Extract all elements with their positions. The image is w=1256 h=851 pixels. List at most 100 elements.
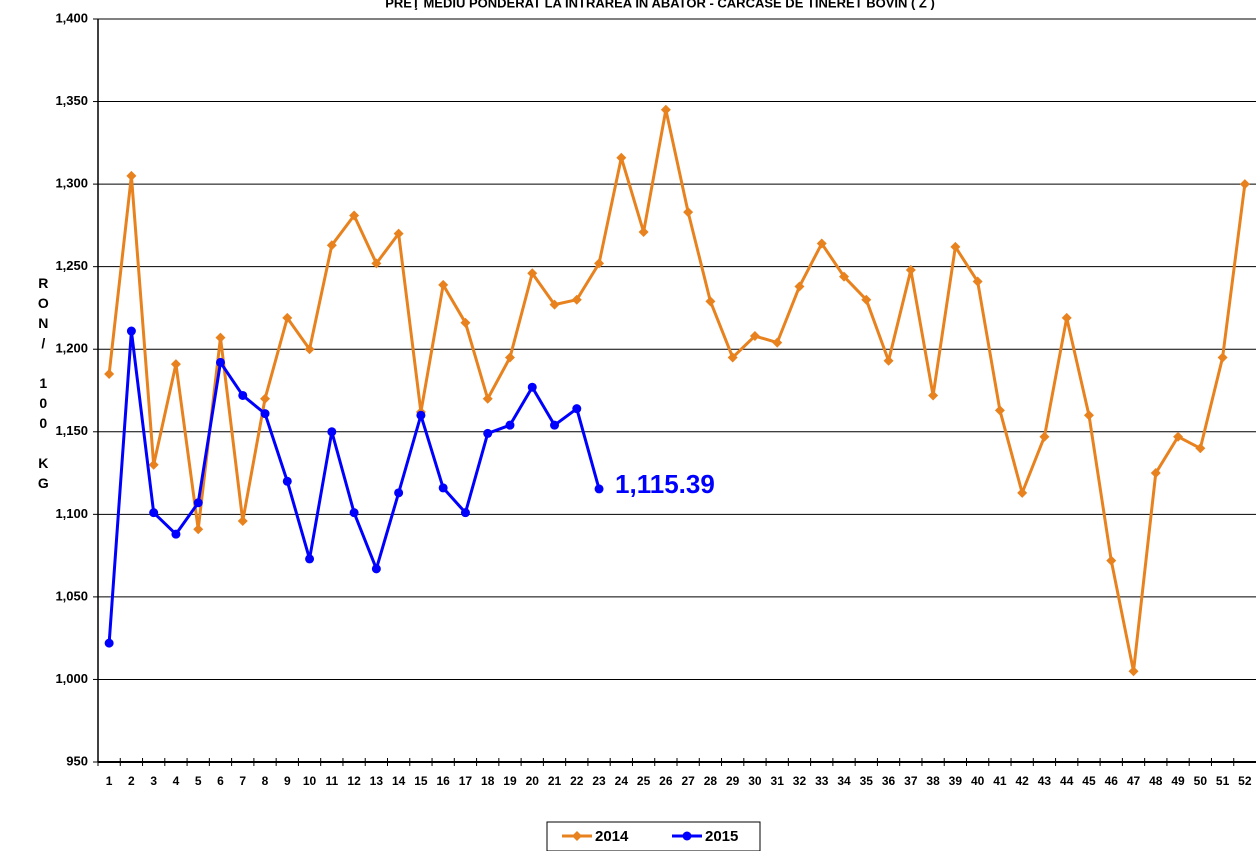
data-point [148,459,159,470]
legend-label: 2015 [705,828,738,845]
x-tick-label: 21 [548,774,562,788]
data-point [772,337,783,348]
data-point [527,268,538,279]
data-point [215,332,226,343]
x-tick-label: 40 [971,774,985,788]
data-point [149,508,159,518]
data-point [1128,666,1139,677]
x-tick-label: 14 [392,774,406,788]
x-tick-label: 22 [570,774,584,788]
x-tick-label: 3 [150,774,157,788]
data-point [928,390,939,401]
x-tick-label: 9 [284,774,291,788]
legend-marker [682,831,692,841]
legend-label: 2014 [595,828,629,845]
x-tick-label: 12 [347,774,361,788]
data-point [371,258,382,269]
y-tick-label: 1,000 [55,671,88,686]
data-point [260,409,270,419]
data-point [237,515,248,526]
data-point [594,484,604,494]
data-point [1150,468,1161,479]
data-point [238,390,248,400]
x-tick-label: 24 [615,774,629,788]
data-point [326,240,337,251]
data-point [394,488,404,498]
x-tick-label: 34 [837,774,851,788]
data-point [749,331,760,342]
x-tick-label: 32 [793,774,807,788]
data-point [193,498,203,508]
x-tick-label: 48 [1149,774,1163,788]
x-tick-label: 26 [659,774,673,788]
data-point [794,281,805,292]
data-point [460,317,471,328]
x-tick-label: 4 [173,774,180,788]
data-point [215,357,225,367]
x-tick-label: 31 [771,774,785,788]
data-point [1039,431,1050,442]
x-tick-label: 18 [481,774,495,788]
x-tick-label: 37 [904,774,918,788]
x-tick-label: 43 [1038,774,1052,788]
x-tick-label: 42 [1015,774,1029,788]
x-tick-label: 28 [704,774,718,788]
x-tick-label: 23 [592,774,606,788]
data-point [1106,555,1117,566]
y-tick-label: 1,150 [55,423,88,438]
x-tick-label: 16 [436,774,450,788]
x-tick-label: 36 [882,774,896,788]
data-point [839,271,850,282]
y-tick-label: 1,400 [55,10,88,25]
value-label: 1,115.39 [615,469,715,499]
data-point [371,564,381,574]
data-point [460,508,470,518]
y-tick-label: 1,350 [55,93,88,108]
data-point [638,226,649,237]
data-point [972,276,983,287]
legend-marker [572,831,582,841]
data-point [349,210,360,221]
x-tick-label: 35 [860,774,874,788]
data-point [104,368,115,379]
data-point [883,355,894,366]
chart-title: PREŢ MEDIU PONDERAT LA INTRAREA ÎN ABATO… [385,0,935,10]
x-tick-label: 51 [1216,774,1230,788]
y-axis-label: RON/ 100 KG [35,275,51,495]
data-point [504,352,515,363]
data-point [126,326,136,336]
data-point [505,420,515,430]
x-tick-label: 27 [681,774,695,788]
data-point [170,359,181,370]
data-point [1061,312,1072,323]
data-point [950,241,961,252]
x-tick-label: 41 [993,774,1007,788]
data-point [594,258,605,269]
data-point [1239,179,1250,190]
data-point [550,420,560,430]
data-point [1217,352,1228,363]
x-tick-label: 38 [926,774,940,788]
data-point [327,427,337,437]
data-point [571,294,582,305]
x-tick-label: 6 [217,774,224,788]
data-point [171,529,181,539]
x-tick-label: 47 [1127,774,1141,788]
data-point [126,170,137,181]
data-point [483,428,493,438]
y-tick-label: 1,100 [55,506,88,521]
y-tick-label: 950 [66,753,88,768]
data-point [994,405,1005,416]
data-point [304,344,315,355]
y-tick-label: 1,250 [55,258,88,273]
data-point [282,476,292,486]
x-tick-label: 8 [262,774,269,788]
x-tick-label: 19 [503,774,517,788]
series-line [107,329,601,644]
x-tick-label: 44 [1060,774,1074,788]
x-tick-label: 20 [526,774,540,788]
data-point [416,410,426,420]
data-point [705,296,716,307]
data-point [527,382,537,392]
